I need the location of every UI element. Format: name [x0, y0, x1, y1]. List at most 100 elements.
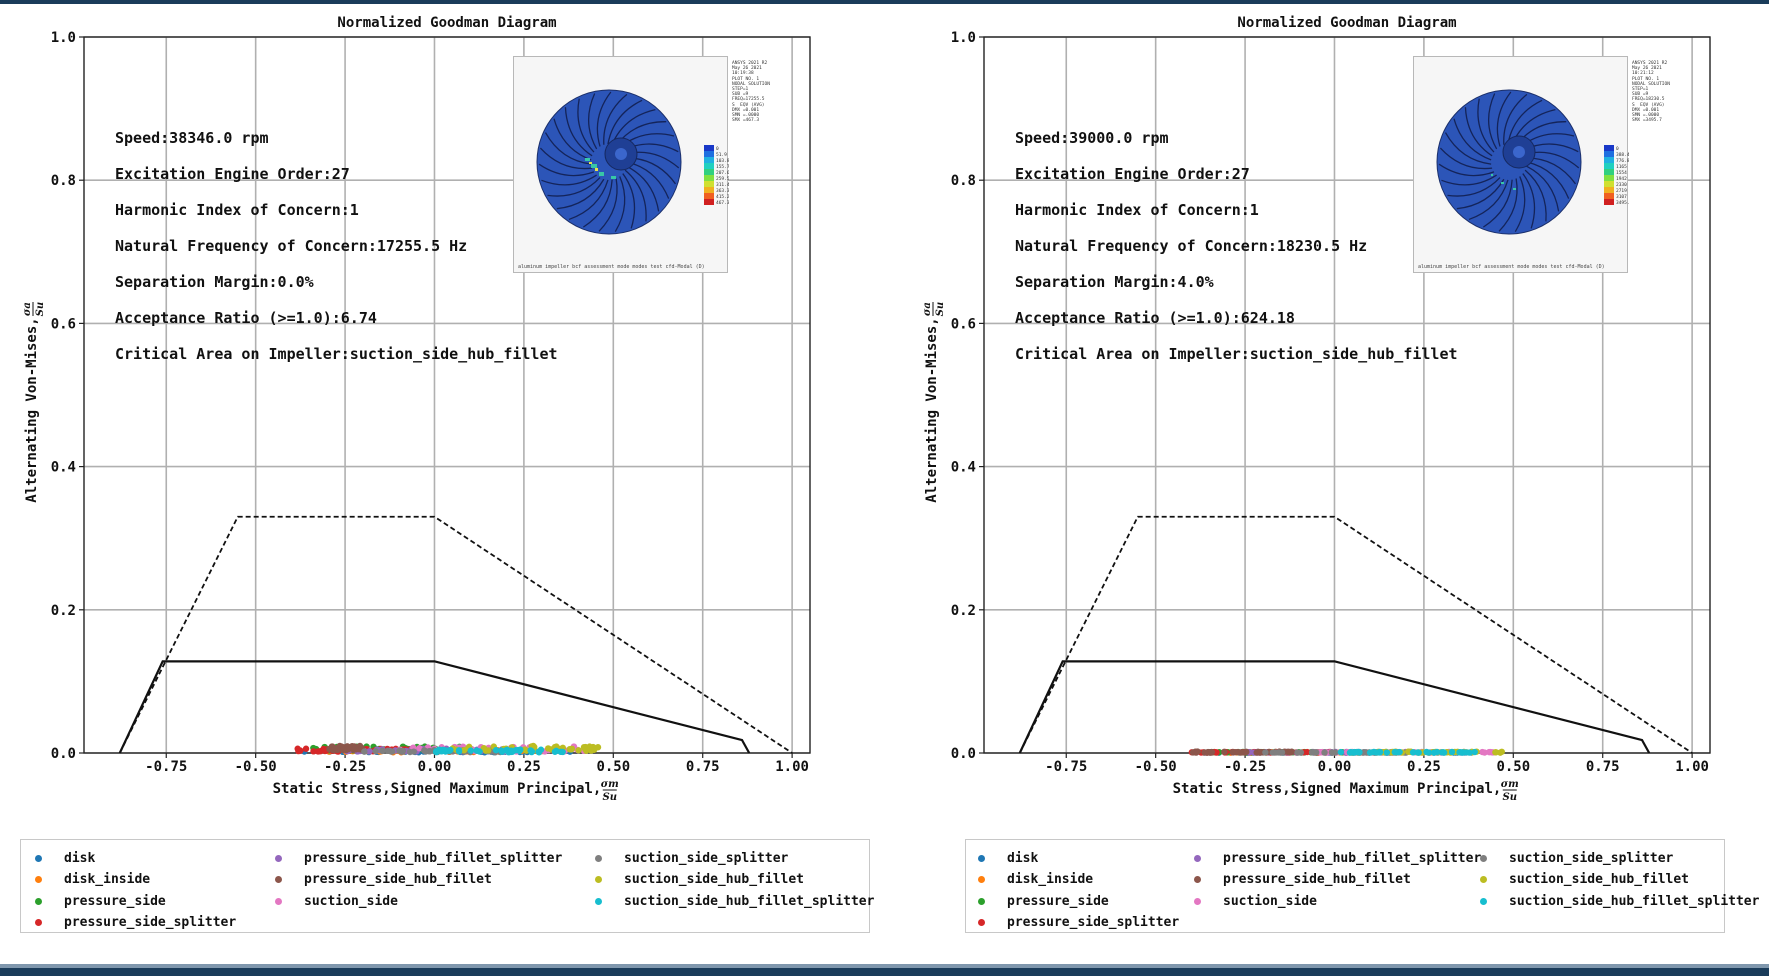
- inset-colorbar-value: 103.8: [716, 158, 729, 164]
- inset-colorbar-cell: [1604, 187, 1614, 193]
- inset-colorbar-value: 1942: [1616, 176, 1627, 182]
- legend-label: pressure_side_hub_fillet: [304, 872, 492, 888]
- data-point: [1311, 749, 1318, 756]
- data-point: [492, 746, 500, 754]
- annotation-line: Critical Area on Impeller:suction_side_h…: [115, 345, 558, 363]
- y-tick-label: 0.4: [51, 460, 76, 476]
- inset-colorbar-value: 207.6: [716, 170, 729, 176]
- data-point: [398, 747, 406, 755]
- impeller-blade: [1438, 163, 1495, 177]
- data-point: [455, 748, 463, 755]
- legend-label: suction_side_hub_fillet: [1509, 872, 1690, 888]
- legend-item-pressure_side: pressure_side: [968, 891, 1179, 912]
- inset-colorbar-cell: [704, 193, 714, 199]
- inset-colorbar-cell: [704, 199, 714, 205]
- impeller-blade: [588, 93, 598, 150]
- legend-marker-icon: [978, 919, 985, 927]
- data-point: [583, 747, 590, 754]
- legend-item-disk_inside: disk_inside: [25, 869, 236, 890]
- impeller-contour-inset-left: 0 51.9 103.8 155.7 207.6 259.5 311.4 363.3 415.2…: [513, 56, 770, 273]
- inset-colorbar-value: 2330: [1616, 182, 1627, 188]
- y-tick-label: 1.0: [51, 30, 76, 46]
- inset-colorbar-cell: [1604, 145, 1614, 151]
- impeller-blade: [1514, 176, 1526, 233]
- data-point: [460, 746, 468, 754]
- annotation-line: Separation Margin:4.0%: [1015, 273, 1214, 291]
- legend-marker-icon: [1480, 876, 1487, 884]
- data-point: [1396, 748, 1403, 756]
- legend-item-suction_side_hub_fillet: suction_side_hub_fillet: [1470, 869, 1759, 890]
- data-point: [1275, 749, 1282, 756]
- legend-item-pressure_side_hub_fillet_splitter: pressure_side_hub_fillet_splitter: [1184, 848, 1481, 869]
- legend-item-pressure_side_splitter: pressure_side_splitter: [25, 912, 236, 933]
- data-point: [1415, 749, 1422, 756]
- legend-item-suction_side_splitter: suction_side_splitter: [1470, 848, 1759, 869]
- legend-label: suction_side_splitter: [624, 851, 789, 867]
- inset-colorbar-cell: [1604, 199, 1614, 205]
- legend-item-disk: disk: [968, 848, 1179, 869]
- inset-colorbar-cell: [1604, 181, 1614, 187]
- legend-marker-icon: [35, 876, 42, 884]
- legend-label: suction_side_splitter: [1509, 851, 1674, 867]
- legend-marker-icon: [978, 897, 985, 905]
- legend-marker-icon: [1194, 897, 1201, 905]
- legend-marker-icon: [595, 855, 602, 863]
- legend-item-suction_side_hub_fillet: suction_side_hub_fillet: [585, 869, 874, 890]
- annotation-line: Speed:38346.0 rpm: [115, 129, 269, 147]
- legend-marker-icon: [978, 876, 985, 884]
- impeller-blade: [1464, 107, 1493, 157]
- data-point: [1238, 749, 1245, 756]
- y-tick-label: 0.4: [951, 460, 976, 476]
- data-point: [1297, 749, 1305, 756]
- inset-colorbar-value: 0: [1616, 146, 1619, 152]
- impeller-blade: [568, 179, 609, 221]
- impeller-blade: [1447, 177, 1501, 197]
- inset-colorbar-cell: [1604, 157, 1614, 163]
- legend-item-pressure_side_hub_fillet_splitter: pressure_side_hub_fillet_splitter: [265, 848, 562, 869]
- y-tick-label: 0.6: [951, 316, 976, 332]
- inset-colorbar-value: 1554: [1616, 170, 1627, 176]
- legend-item-pressure_side_hub_fillet: pressure_side_hub_fillet: [265, 869, 562, 890]
- inset-colorbar-cell: [704, 175, 714, 181]
- data-point: [1328, 749, 1336, 756]
- legend-column: pressure_side_hub_fillet_splitter pressur…: [1184, 848, 1481, 912]
- annotation-line: Harmonic Index of Concern:1: [1015, 201, 1259, 219]
- impeller-blade: [541, 174, 598, 186]
- inset-caption: aluminum impeller bcf assessment mode mo…: [518, 264, 705, 270]
- impeller-blade: [1453, 118, 1492, 161]
- x-tick-label: 0.75: [686, 759, 720, 775]
- legend-marker-icon: [275, 876, 282, 884]
- inset-colorbar-value: 259.5: [716, 176, 729, 182]
- inset-colorbar-value: 3107: [1616, 194, 1627, 200]
- legend-item-pressure_side_splitter: pressure_side_splitter: [968, 912, 1179, 933]
- legend-label: disk_inside: [1007, 872, 1094, 888]
- y-axis-label-numerator: σa: [22, 302, 33, 316]
- impeller-blade: [1524, 169, 1547, 222]
- impeller-blade: [544, 132, 592, 165]
- impeller-contour-inset-right: 0388.4776.81165155419422330271931073495.…: [1413, 56, 1670, 273]
- chart-title: Normalized Goodman Diagram: [337, 15, 556, 31]
- inset-colorbar-cell: [704, 169, 714, 175]
- x-tick-label: 0.25: [1407, 759, 1441, 775]
- inset-colorbar-value: 388.4: [1616, 152, 1629, 158]
- legend-label: disk_inside: [64, 872, 151, 888]
- data-point: [1189, 749, 1197, 756]
- inset-colorbar-value: 776.8: [1616, 158, 1629, 164]
- impeller-blade: [547, 177, 601, 197]
- x-axis-label-denominator: Su: [603, 792, 618, 803]
- x-tick-label: 0.50: [1496, 759, 1530, 775]
- annotation-line: Excitation Engine Order:27: [115, 165, 350, 183]
- legend-marker-icon: [1480, 897, 1487, 905]
- legend-label: pressure_side: [1007, 893, 1109, 909]
- inset-colorbar-value: 155.7: [716, 164, 729, 170]
- legend-marker-icon: [275, 855, 282, 863]
- impeller-blade: [1488, 93, 1498, 150]
- x-tick-label: 0.75: [1586, 759, 1620, 775]
- data-point: [1288, 748, 1295, 755]
- data-point: [1337, 748, 1345, 756]
- impeller-blade: [1496, 91, 1512, 147]
- inset-colorbar-cell: [704, 163, 714, 169]
- x-axis-label-denominator: Su: [1503, 792, 1518, 803]
- legend-label: suction_side_hub_fillet_splitter: [624, 893, 875, 909]
